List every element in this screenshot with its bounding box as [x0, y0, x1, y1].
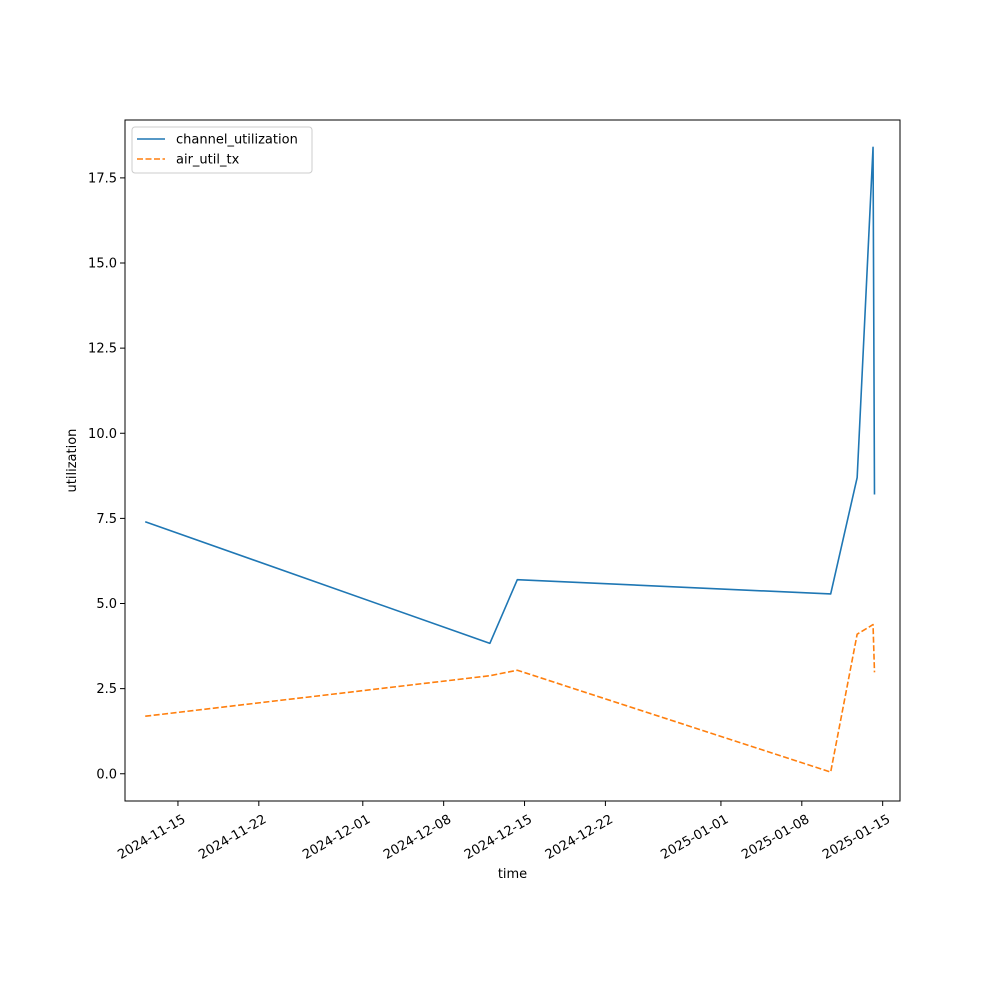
- y-tick-label: 5.0: [96, 597, 117, 612]
- series-layer: [144, 146, 876, 773]
- y-axis-label: utilization: [65, 429, 80, 493]
- x-axis-label: time: [498, 867, 527, 882]
- axes-frame: [124, 119, 901, 802]
- y-tick-label: 0.0: [96, 767, 117, 782]
- y-tick-label: 7.5: [96, 512, 117, 527]
- y-tick-label: 10.0: [88, 427, 117, 442]
- series-line-air-util-tx: [145, 623, 876, 773]
- y-tick-label: 12.5: [88, 342, 117, 357]
- y-axis: 0.0 2.5 5.0 7.5 10.0 12.5 15.0 17.5: [88, 171, 125, 782]
- legend-box: [131, 126, 313, 174]
- legend-label: channel_utilization: [176, 133, 298, 148]
- y-tick-label: 15.0: [88, 257, 117, 272]
- legend-label: air_util_tx: [176, 153, 240, 168]
- legend: channel_utilization air_util_tx: [131, 126, 313, 174]
- series-line-channel-utilization: [144, 146, 876, 645]
- y-tick-label: 17.5: [88, 171, 117, 186]
- y-tick-label: 2.5: [96, 682, 117, 697]
